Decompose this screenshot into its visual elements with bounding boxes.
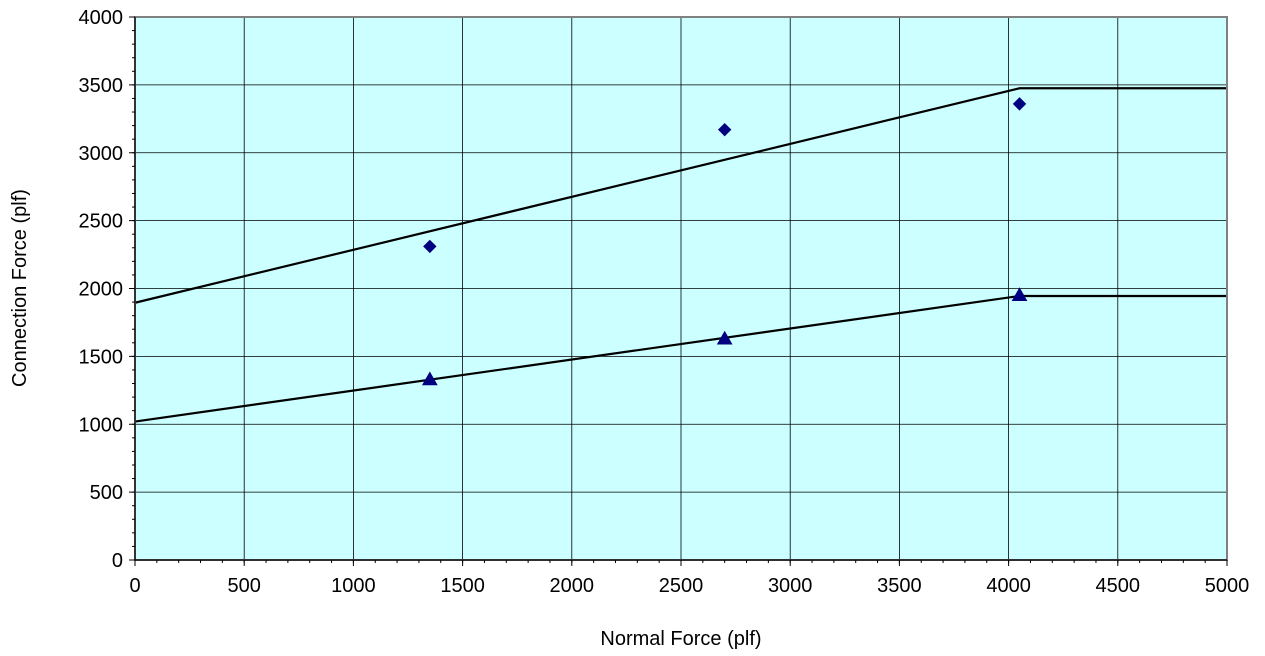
y-tick-label: 3500 (79, 75, 124, 97)
x-tick-label: 1500 (440, 575, 485, 597)
x-tick-label: 4000 (986, 575, 1031, 597)
x-tick-label: 3500 (877, 575, 922, 597)
y-tick-label: 1000 (79, 414, 124, 436)
triangle-marker (716, 330, 733, 345)
y-tick-label: 1500 (79, 346, 124, 368)
y-axis-title: Connection Force (plf) (9, 189, 31, 387)
x-tick-label: 5000 (1205, 575, 1250, 597)
trend-line (134, 87, 1227, 304)
tick-labels: 0 500 1000 1500 2000 2500 3000 3500 4000 4500 5000… (79, 7, 1250, 597)
triangle-marker (421, 371, 438, 386)
grid-lines (135, 17, 1227, 560)
x-tick-label: 1000 (331, 575, 376, 597)
data-markers (421, 97, 1028, 386)
diamond-marker (423, 239, 437, 254)
x-tick-label: 4500 (1096, 575, 1141, 597)
axes (129, 16, 1228, 566)
triangle-marker (1011, 287, 1028, 302)
y-tick-label: 2000 (79, 279, 124, 301)
x-tick-label: 500 (228, 575, 261, 597)
diamond-marker (717, 122, 732, 137)
y-tick-label: 500 (90, 482, 123, 504)
x-tick-label: 2000 (550, 575, 595, 597)
y-tick-label: 2500 (79, 211, 124, 233)
x-axis-title: Normal Force (plf) (600, 628, 761, 650)
x-tick-label: 3000 (768, 575, 813, 597)
y-tick-label: 0 (112, 550, 123, 572)
x-tick-label: 0 (129, 575, 140, 597)
diamond-marker (1012, 97, 1027, 111)
y-tick-label: 3000 (79, 143, 124, 165)
y-tick-label: 4000 (79, 7, 124, 29)
x-tick-label: 2500 (659, 575, 704, 597)
